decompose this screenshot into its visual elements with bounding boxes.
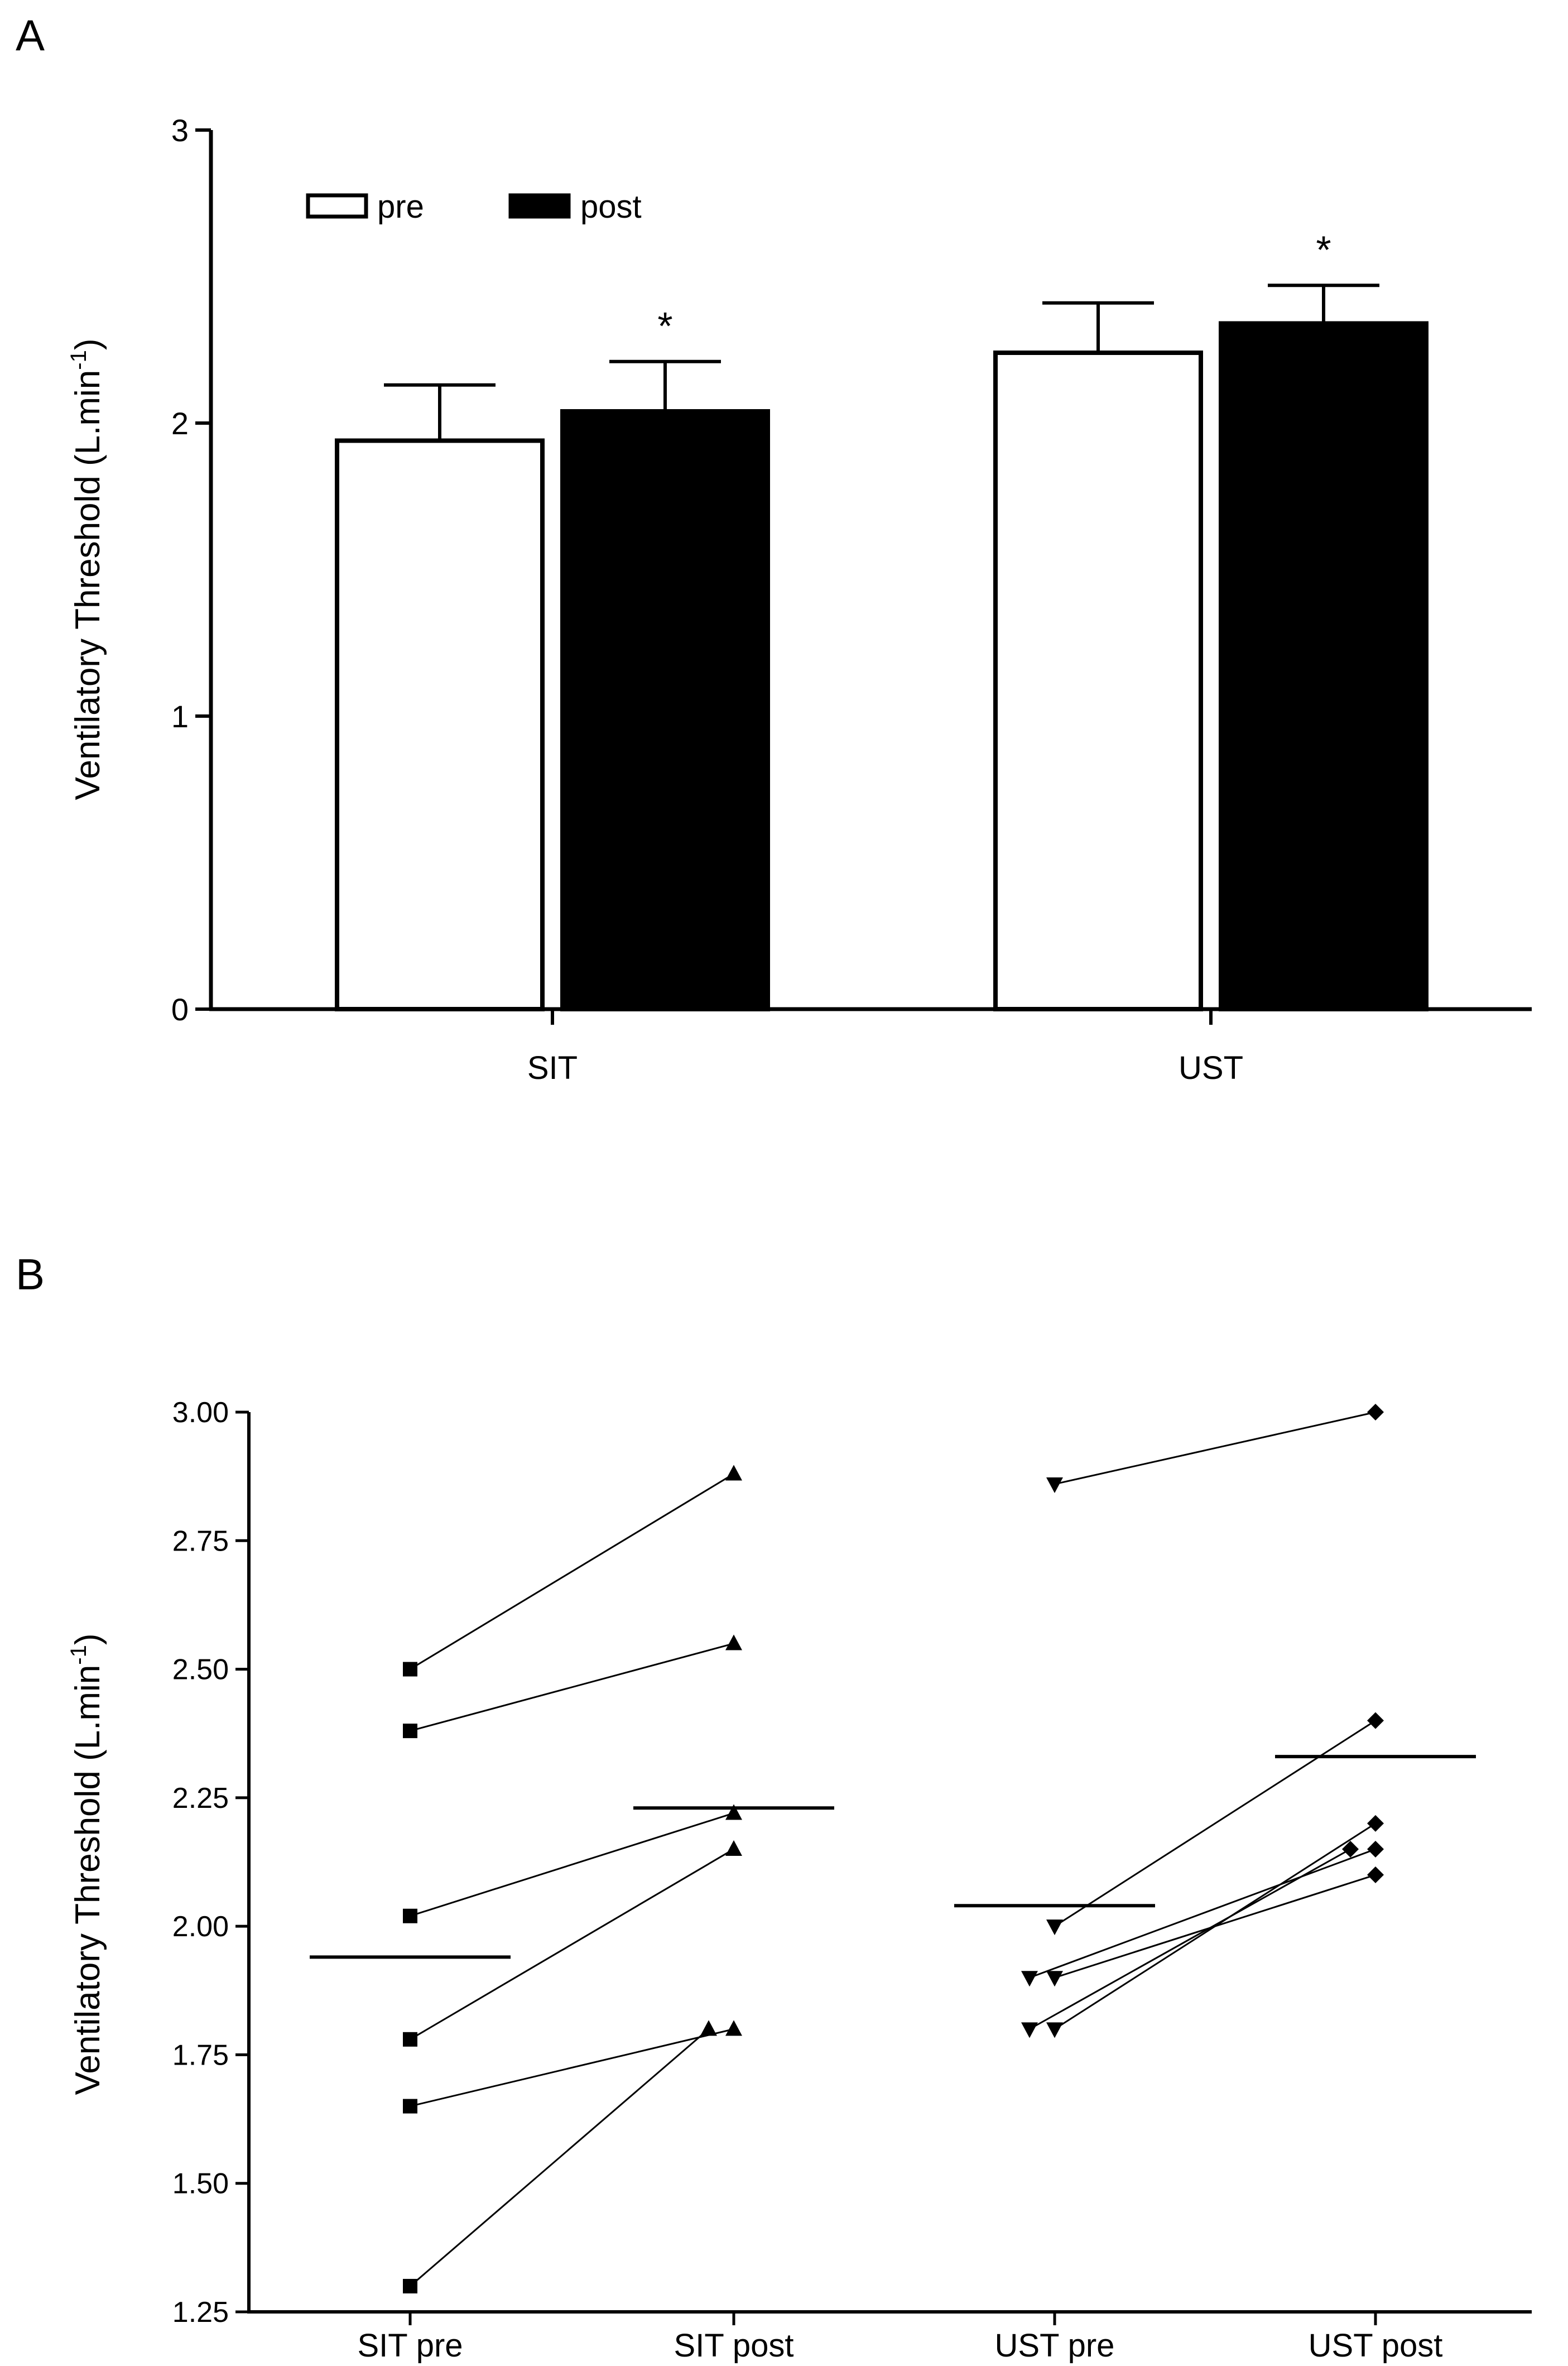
y-tick-label: 2 (171, 406, 189, 441)
point-sit-post (725, 1804, 742, 1820)
point-sit-pre (403, 1908, 417, 1923)
y-tick-label: 2.00 (172, 1911, 229, 1943)
bar-post-sit (560, 409, 770, 1011)
panel-b-label: B (16, 1250, 45, 1299)
legend: pre post (306, 189, 642, 225)
pair-line-ust (1054, 1720, 1376, 1927)
y-tick-label: 1.50 (172, 2168, 229, 2200)
pair-line-sit (410, 1473, 734, 1670)
point-sit-post (725, 1840, 742, 1856)
legend-swatch-post (508, 193, 571, 219)
x-category-label: SIT post (674, 2327, 794, 2364)
y-tick-label: 1.25 (172, 2296, 229, 2329)
point-sit-pre (403, 2099, 417, 2114)
y-axis-label: Ventilatory Threshold (L.min-1) (66, 338, 107, 800)
pair-line-sit (410, 1812, 734, 1917)
point-sit-post (725, 1465, 742, 1481)
x-category-label: SIT pre (357, 2327, 463, 2364)
legend-label-post: post (580, 189, 642, 225)
point-sit-pre (403, 1724, 417, 1739)
y-tick-label: 1 (171, 699, 189, 734)
y-tick-label: 3.00 (172, 1396, 229, 1429)
y-axis-label: Ventilatory Threshold (L.min-1) (66, 1633, 107, 2095)
pair-line-sit (410, 2028, 734, 2108)
x-category-label: UST post (1309, 2327, 1443, 2364)
bar-pre-ust (993, 351, 1203, 1011)
point-ust-pre (1021, 2022, 1038, 2038)
pair-line-sit (410, 1643, 734, 1732)
point-ust-pre (1046, 1477, 1063, 1493)
point-ust-post (1367, 1712, 1384, 1729)
point-sit-post (725, 1634, 742, 1650)
point-ust-pre (1046, 2022, 1063, 2038)
significance-marker: * (1316, 228, 1331, 271)
panel-a-chart: 0 1 2 3 Ventilatory Threshold (L.min-1) SIT * U… (66, 113, 1532, 1086)
point-sit-post (700, 2020, 717, 2036)
point-ust-post (1342, 1840, 1359, 1858)
y-tick-label: 1.75 (172, 2039, 229, 2071)
y-tick-label: 2.50 (172, 1654, 229, 1686)
pair-line-ust (1054, 1822, 1376, 2030)
point-ust-post (1367, 1404, 1384, 1420)
legend-swatch-pre (306, 193, 368, 219)
bar-post-ust (1219, 321, 1428, 1011)
point-sit-pre (403, 2278, 417, 2293)
point-sit-pre (403, 2032, 417, 2047)
pair-line-ust (1054, 1411, 1376, 1485)
pair-line-sit (410, 1848, 734, 2041)
point-ust-post (1367, 1815, 1384, 1832)
y-tick-label: 0 (171, 992, 189, 1027)
pair-line-sit (410, 2028, 709, 2287)
point-ust-post (1367, 1866, 1384, 1884)
bar-pre-sit (335, 438, 545, 1011)
panel-a-label: A (16, 11, 45, 60)
panel-b-chart: 1.25 1.50 1.75 2.00 2.25 2.50 2.75 3.00 Ventilat… (66, 1396, 1532, 2364)
legend-label-pre: pre (377, 189, 424, 225)
significance-marker: * (657, 304, 672, 348)
pair-line-ust (1029, 1848, 1376, 1979)
y-tick-label: 2.25 (172, 1782, 229, 1815)
point-ust-pre (1046, 1971, 1063, 1987)
x-category-label: SIT (527, 1050, 578, 1086)
point-sit-post (725, 2020, 742, 2036)
x-category-label: UST pre (995, 2327, 1115, 2364)
point-ust-pre (1021, 1971, 1038, 1987)
y-tick-label: 3 (171, 113, 189, 148)
point-sit-pre (403, 1662, 417, 1677)
y-tick-label: 2.75 (172, 1525, 229, 1557)
pair-line-ust (1029, 1848, 1351, 2030)
point-ust-post (1367, 1840, 1384, 1858)
x-category-label: UST (1179, 1050, 1243, 1086)
point-ust-pre (1046, 1919, 1063, 1936)
